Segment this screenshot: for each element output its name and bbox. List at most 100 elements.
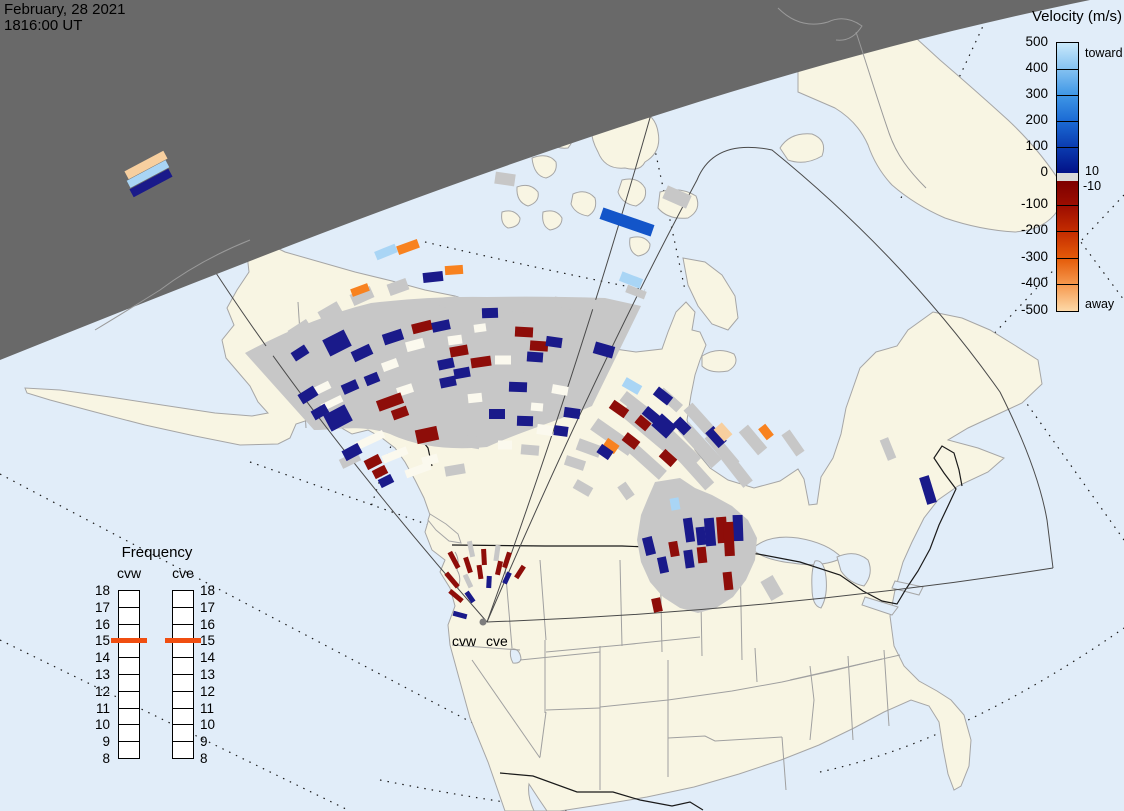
velocity-cell: [672, 416, 692, 436]
radar-vector: [447, 550, 461, 570]
frequency-tick-label: 16: [200, 616, 216, 632]
away-label: away: [1085, 297, 1115, 311]
groundscatter-cell: [879, 437, 897, 461]
velocity-cell: [526, 351, 544, 363]
radar-label-cve: cve: [486, 633, 508, 649]
velocity-cell: [563, 406, 581, 420]
radar-vector: [464, 590, 476, 604]
groundscatter-cell: [287, 318, 313, 342]
velocity-cell: [723, 521, 735, 557]
velocity-cell: [641, 406, 661, 424]
velocity-cell: [374, 243, 398, 261]
velocity-cell: [658, 448, 678, 468]
velocity-cell: [621, 377, 643, 395]
velocity-tick-label: 0: [1040, 164, 1048, 179]
gap-cells-layer: [304, 323, 569, 479]
groundscatter-cell: [520, 444, 540, 456]
velocity-cells-layer: [124, 150, 937, 613]
velocity-cell: [529, 340, 549, 352]
radar-vector: [452, 610, 468, 620]
radar-vector: [502, 551, 512, 569]
frequency-box-cvw: [118, 640, 140, 659]
frequency-tick-label: 10: [200, 717, 216, 733]
frequency-tick-label: 13: [94, 667, 110, 682]
radar-vector: [476, 564, 484, 580]
groundscatter-cell: [563, 455, 587, 471]
velocity-cell: [545, 335, 563, 349]
great-salt-lake: [509, 648, 522, 664]
toward-label: toward: [1085, 46, 1123, 60]
frequency-tick-label: 17: [94, 599, 110, 615]
radar-vector: [486, 575, 492, 589]
frequency-box-cve: [172, 606, 194, 625]
radar-vector: [448, 588, 464, 604]
frequency-tick-label: 16: [94, 616, 110, 632]
velocity-cell: [297, 385, 319, 405]
radar-label-cvw: cvw: [452, 633, 477, 649]
velocity-tick-label: 200: [1025, 112, 1048, 127]
velocity-cell: [363, 453, 383, 471]
groundscatter-cell: [683, 402, 717, 438]
velocity-cell: [390, 405, 410, 421]
frequency-box-cvw: [118, 606, 140, 625]
velocity-tick-label: -100: [1020, 195, 1048, 211]
lake-huron: [836, 553, 871, 587]
frequency-tick-label: 15: [94, 633, 110, 649]
velocity-cell: [651, 597, 663, 613]
frequency-tick-label: 11: [95, 700, 110, 716]
groundscatter-cell: [629, 444, 667, 480]
velocity-cell: [124, 150, 168, 180]
velocity-cell: [722, 571, 734, 591]
groundscatter-cell: [617, 481, 635, 501]
frequency-tick-label: 12: [200, 683, 216, 699]
velocity-cell: [651, 413, 677, 439]
frequency-tick-label: 13: [200, 667, 216, 682]
frequency-tick-label: 9: [200, 734, 208, 750]
frequency-tick-label: 17: [200, 599, 216, 615]
gulf-of-california: [528, 782, 548, 811]
frequency-tick-label: 12: [94, 683, 110, 699]
frequency-box-cvw: [118, 724, 140, 743]
radar-vector: [481, 548, 487, 566]
velocity-cell: [668, 540, 680, 558]
melville-peninsula: [682, 257, 739, 331]
gap-cell: [551, 384, 569, 396]
velocity-segment-line: [1057, 95, 1078, 96]
frequency-legend-title: Frequency: [121, 544, 193, 561]
gray-cells-layer: [256, 171, 897, 602]
velocity-cell: [290, 344, 310, 362]
radar-vector: [502, 571, 512, 585]
radar-vector: [494, 560, 504, 576]
groundscatter-cell: [678, 421, 722, 469]
velocity-cell: [508, 381, 528, 393]
groundscatter-cell: [509, 311, 531, 325]
velocity-cell: [449, 344, 469, 358]
frequency-box-cvw: [118, 741, 140, 759]
groundscatter-cell: [619, 391, 651, 419]
radar-vector: [444, 571, 460, 589]
frequency-marker-cvw: [111, 637, 147, 643]
velocity-cell: [411, 319, 433, 335]
velocity-cell: [350, 343, 374, 363]
frequency-marker-cve: [165, 637, 201, 643]
groundscatter-cell: [317, 301, 343, 323]
velocity-cell: [481, 307, 499, 319]
groundscatter-cell: [463, 434, 481, 450]
groundscatter-cell: [444, 463, 466, 477]
groundscatter-cell: [675, 449, 715, 491]
velocity-cell: [705, 425, 727, 449]
velocity-tick-label: 500: [1025, 34, 1048, 49]
velocity-cell: [683, 549, 695, 569]
velocity-cell: [363, 371, 381, 387]
velocity-cell: [703, 517, 717, 547]
frequency-tick-label: 18: [94, 583, 110, 598]
frequency-box-cve: [172, 741, 194, 759]
velocity-cell: [608, 399, 630, 419]
velocity-cell: [431, 319, 451, 333]
velocity-cell: [669, 497, 681, 511]
velocity-cell: [375, 392, 405, 412]
groundscatter-cell: [572, 479, 594, 497]
gap-cell: [467, 392, 483, 404]
